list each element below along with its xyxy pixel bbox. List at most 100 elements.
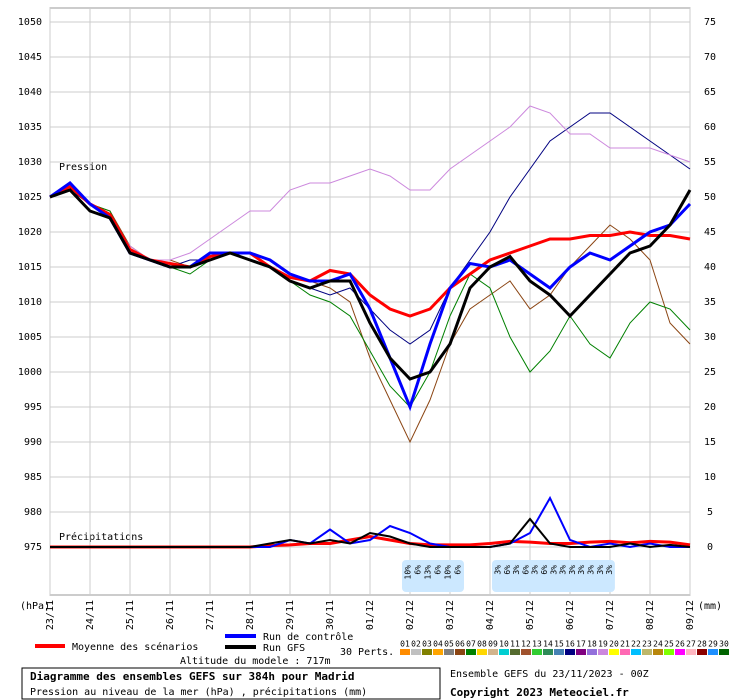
prob-label: 10% bbox=[444, 565, 453, 580]
pert-legend-swatch bbox=[609, 649, 619, 655]
y2-tick-label: 60 bbox=[704, 122, 716, 133]
pert-legend-label: 19 bbox=[598, 640, 608, 649]
y-tick-label: 995 bbox=[24, 402, 42, 413]
pert-legend-swatch bbox=[543, 649, 553, 655]
prob-box bbox=[402, 560, 464, 592]
y-tick-label: 1025 bbox=[18, 192, 42, 203]
chart-title: Diagramme des ensembles GEFS sur 384h po… bbox=[30, 670, 355, 683]
y2-tick-label: 50 bbox=[704, 192, 716, 203]
pert-legend-label: 11 bbox=[510, 640, 520, 649]
pert-legend-label: 15 bbox=[554, 640, 564, 649]
prob-label: 6% bbox=[540, 565, 549, 575]
legend-label: Run de contrôle bbox=[263, 631, 353, 643]
pert-legend-label: 13 bbox=[532, 640, 542, 649]
pert-legend-swatch bbox=[565, 649, 575, 655]
x-tick-label: 01/12 bbox=[365, 600, 376, 630]
pert-legend-label: 03 bbox=[422, 640, 432, 649]
prob-label: 3% bbox=[596, 565, 605, 575]
pert-legend-label: 22 bbox=[631, 640, 641, 649]
y-tick-label: 1030 bbox=[18, 157, 42, 168]
x-tick-label: 28/11 bbox=[245, 600, 256, 630]
y2-tick-label: 10 bbox=[704, 472, 716, 483]
pert-legend-swatch bbox=[642, 649, 652, 655]
pert-legend-swatch bbox=[477, 649, 487, 655]
pert-legend-label: 18 bbox=[587, 640, 597, 649]
y2-tick-label: 20 bbox=[704, 402, 716, 413]
pert-legend-swatch bbox=[554, 649, 564, 655]
x-tick-label: 03/12 bbox=[445, 600, 456, 630]
x-tick-label: 26/11 bbox=[165, 600, 176, 630]
pert-legend-label: 07 bbox=[466, 640, 476, 649]
x-tick-label: 05/12 bbox=[525, 600, 536, 630]
copyright: Copyright 2023 Meteociel.fr bbox=[450, 686, 629, 699]
pert-legend-label: 10 bbox=[499, 640, 509, 649]
pert-legend-swatch bbox=[653, 649, 663, 655]
x-tick-label: 09/12 bbox=[685, 600, 696, 630]
x-tick-label: 02/12 bbox=[405, 600, 416, 630]
prob-label: 3% bbox=[605, 565, 614, 575]
pert-legend-label: 05 bbox=[444, 640, 454, 649]
pert-legend-swatch bbox=[587, 649, 597, 655]
x-tick-label: 27/11 bbox=[205, 600, 216, 630]
pert-legend-label: 16 bbox=[565, 640, 575, 649]
y-tick-label: 1005 bbox=[18, 332, 42, 343]
prob-label: 6% bbox=[434, 565, 443, 575]
run-info: Ensemble GEFS du 23/11/2023 - 00Z bbox=[450, 669, 649, 680]
y-tick-label: 985 bbox=[24, 472, 42, 483]
y2-axis-label: (mm) bbox=[698, 601, 722, 612]
prob-label: 6% bbox=[521, 565, 530, 575]
y2-tick-label: 40 bbox=[704, 262, 716, 273]
pert-legend-label: 01 bbox=[400, 640, 410, 649]
y-tick-label: 980 bbox=[24, 507, 42, 518]
y-tick-label: 1045 bbox=[18, 52, 42, 63]
y2-tick-label: 45 bbox=[704, 227, 716, 238]
chart-subtitle: Pression au niveau de la mer (hPa) , pré… bbox=[30, 686, 367, 698]
y-tick-label: 1015 bbox=[18, 262, 42, 273]
title-box bbox=[21, 667, 441, 700]
x-tick-label: 07/12 bbox=[605, 600, 616, 630]
pert-legend-swatch bbox=[686, 649, 696, 655]
y-tick-label: 1000 bbox=[18, 367, 42, 378]
y2-tick-label: 65 bbox=[704, 87, 716, 98]
pert-legend-swatch bbox=[444, 649, 454, 655]
pert-legend-swatch bbox=[488, 649, 498, 655]
pert-legend-swatch bbox=[521, 649, 531, 655]
pert-legend-label: 25 bbox=[664, 640, 674, 649]
y2-tick-label: 75 bbox=[704, 17, 716, 28]
pert-legend-label: 04 bbox=[433, 640, 443, 649]
pressure-line bbox=[49, 188, 692, 381]
prob-label: 3% bbox=[559, 565, 568, 575]
y2-tick-label: 35 bbox=[704, 297, 716, 308]
x-tick-label: 30/11 bbox=[325, 600, 336, 630]
x-tick-label: 24/11 bbox=[85, 600, 96, 630]
pert-legend-swatch bbox=[411, 649, 421, 655]
pert-legend-label: 14 bbox=[543, 640, 553, 649]
pert-legend-swatch bbox=[422, 649, 432, 655]
prob-label: 6% bbox=[454, 565, 463, 575]
pert-legend-label: 21 bbox=[620, 640, 630, 649]
pert-legend-label: 28 bbox=[697, 640, 707, 649]
pert-legend-swatch bbox=[697, 649, 707, 655]
pert-legend-swatch bbox=[466, 649, 476, 655]
y2-tick-label: 0 bbox=[707, 542, 713, 553]
pert-legend-swatch bbox=[620, 649, 630, 655]
precip-label: Précipitations bbox=[59, 531, 143, 543]
prob-label: 6% bbox=[414, 565, 423, 575]
pert-legend-label: 23 bbox=[642, 640, 652, 649]
pert-legend-swatch bbox=[400, 649, 410, 655]
prob-label: 3% bbox=[568, 565, 577, 575]
y-axis-label: (hPa) bbox=[20, 601, 50, 612]
y-tick-label: 1040 bbox=[18, 87, 42, 98]
pressure-label: Pression bbox=[59, 162, 107, 173]
pert-legend-label: 30 bbox=[719, 640, 729, 649]
prob-label: 3% bbox=[512, 565, 521, 575]
prob-label: 3% bbox=[494, 565, 503, 575]
y2-tick-label: 25 bbox=[704, 367, 716, 378]
y-tick-label: 1010 bbox=[18, 297, 42, 308]
pert-legend-label: 09 bbox=[488, 640, 498, 649]
x-tick-label: 25/11 bbox=[125, 600, 136, 630]
pert-legend-label: 24 bbox=[653, 640, 663, 649]
y-tick-label: 975 bbox=[24, 542, 42, 553]
y-tick-label: 990 bbox=[24, 437, 42, 448]
